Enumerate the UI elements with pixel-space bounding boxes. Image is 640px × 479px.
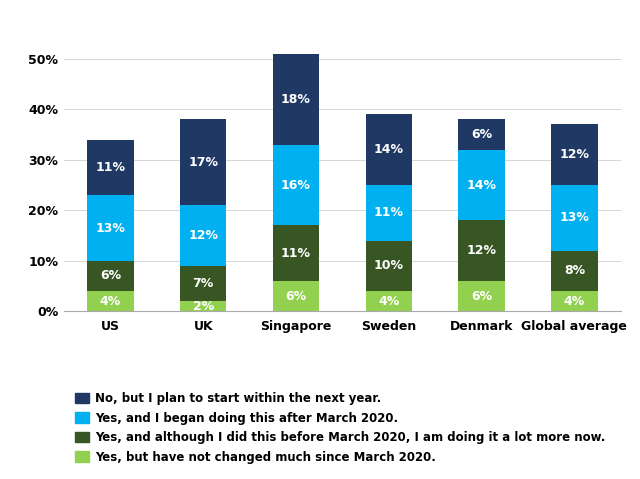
Bar: [551, 251, 598, 291]
Bar: [365, 240, 412, 291]
Bar: [87, 195, 134, 261]
Text: 14%: 14%: [374, 143, 404, 156]
Bar: [273, 226, 319, 281]
Text: 13%: 13%: [559, 211, 589, 224]
Text: 8%: 8%: [564, 264, 585, 277]
Bar: [273, 281, 319, 311]
Text: 4%: 4%: [564, 295, 585, 308]
Text: 4%: 4%: [378, 295, 399, 308]
Text: 10%: 10%: [374, 260, 404, 273]
Bar: [551, 185, 598, 251]
Text: 11%: 11%: [95, 161, 125, 174]
Bar: [458, 220, 505, 281]
Text: 11%: 11%: [374, 206, 404, 219]
Text: 6%: 6%: [100, 270, 121, 283]
Bar: [458, 119, 505, 150]
Text: 12%: 12%: [467, 244, 497, 257]
Bar: [87, 261, 134, 291]
Text: 17%: 17%: [188, 156, 218, 169]
Text: 6%: 6%: [471, 128, 492, 141]
Bar: [365, 185, 412, 240]
Text: 14%: 14%: [467, 179, 497, 192]
Text: 12%: 12%: [188, 229, 218, 242]
Text: 2%: 2%: [193, 300, 214, 313]
Text: 4%: 4%: [100, 295, 121, 308]
Text: 18%: 18%: [281, 93, 311, 106]
Bar: [551, 125, 598, 185]
Text: 6%: 6%: [471, 290, 492, 303]
Bar: [365, 291, 412, 311]
Bar: [551, 291, 598, 311]
Text: 6%: 6%: [285, 290, 307, 303]
Bar: [273, 145, 319, 226]
Text: 7%: 7%: [193, 277, 214, 290]
Bar: [458, 150, 505, 220]
Bar: [180, 301, 227, 311]
Bar: [87, 139, 134, 195]
Text: 12%: 12%: [559, 148, 589, 161]
Bar: [273, 54, 319, 145]
Bar: [180, 205, 227, 266]
Bar: [180, 266, 227, 301]
Legend: No, but I plan to start within the next year., Yes, and I began doing this after: No, but I plan to start within the next …: [70, 388, 610, 468]
Bar: [87, 291, 134, 311]
Text: 13%: 13%: [95, 221, 125, 235]
Text: 11%: 11%: [281, 247, 311, 260]
Bar: [180, 119, 227, 205]
Bar: [458, 281, 505, 311]
Bar: [365, 114, 412, 185]
Text: 16%: 16%: [281, 179, 311, 192]
